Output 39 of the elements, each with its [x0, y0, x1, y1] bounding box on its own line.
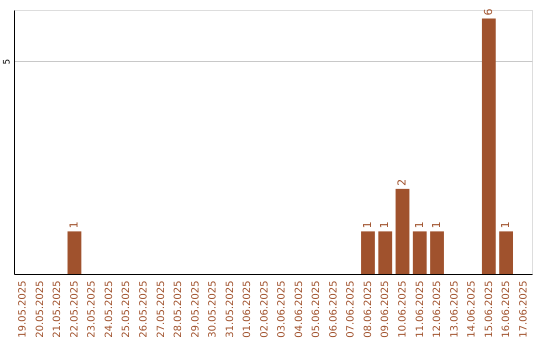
x-tick-label: 10.06.2025	[398, 280, 408, 338]
x-tick-label: 22.05.2025	[69, 280, 80, 338]
x-tick-label: 06.06.2025	[328, 280, 340, 338]
x-tick-label: 29.05.2025	[190, 280, 202, 338]
x-tick-label: 13.06.2025	[449, 280, 460, 338]
x-tick-label: 26.05.2025	[138, 280, 150, 338]
x-tick-label: 04.06.2025	[294, 280, 305, 338]
x-tick-label: 17.06.2025	[518, 280, 530, 338]
data-label: 1	[412, 221, 426, 228]
x-tick-label: 31.05.2025	[224, 280, 236, 338]
x-tick-label: 25.05.2025	[121, 280, 132, 338]
x-tick-label: 20.05.2025	[34, 280, 46, 338]
data-label: 6	[482, 8, 495, 16]
x-tick-label: 11.06.2025	[414, 280, 426, 338]
x-tick-label: 23.05.2025	[86, 280, 98, 338]
x-tick-label: 09.06.2025	[380, 280, 392, 338]
data-label: 2	[396, 178, 408, 186]
y-tick-label: 5	[2, 58, 12, 64]
x-tick-label: 21.05.2025	[52, 280, 64, 338]
data-label: 1	[499, 221, 512, 228]
x-tick-label: 24.05.2025	[104, 280, 115, 338]
x-tick-label: 03.06.2025	[276, 280, 288, 338]
data-label: 1	[378, 221, 392, 228]
x-tick-label: 15.06.2025	[484, 280, 495, 338]
x-tick-label: 05.06.2025	[311, 280, 322, 338]
x-tick-label: 16.06.2025	[501, 280, 512, 338]
x-tick-label: 14.06.2025	[466, 280, 478, 338]
x-tick-label: 27.05.2025	[156, 280, 167, 338]
data-label: 1	[430, 221, 444, 228]
x-tick-label: 07.06.2025	[346, 280, 357, 338]
x-tick-label: 12.06.2025	[432, 280, 444, 338]
x-tick-label: 19.05.2025	[18, 280, 29, 338]
data-label: 1	[360, 221, 374, 228]
x-tick-label: 30.05.2025	[208, 280, 219, 338]
data-label: 1	[67, 221, 80, 228]
x-tick-label: 08.06.2025	[362, 280, 374, 338]
x-tick-label: 02.06.2025	[259, 280, 270, 338]
x-tick-label: 28.05.2025	[173, 280, 184, 338]
x-tick-label: 01.06.2025	[242, 280, 254, 338]
